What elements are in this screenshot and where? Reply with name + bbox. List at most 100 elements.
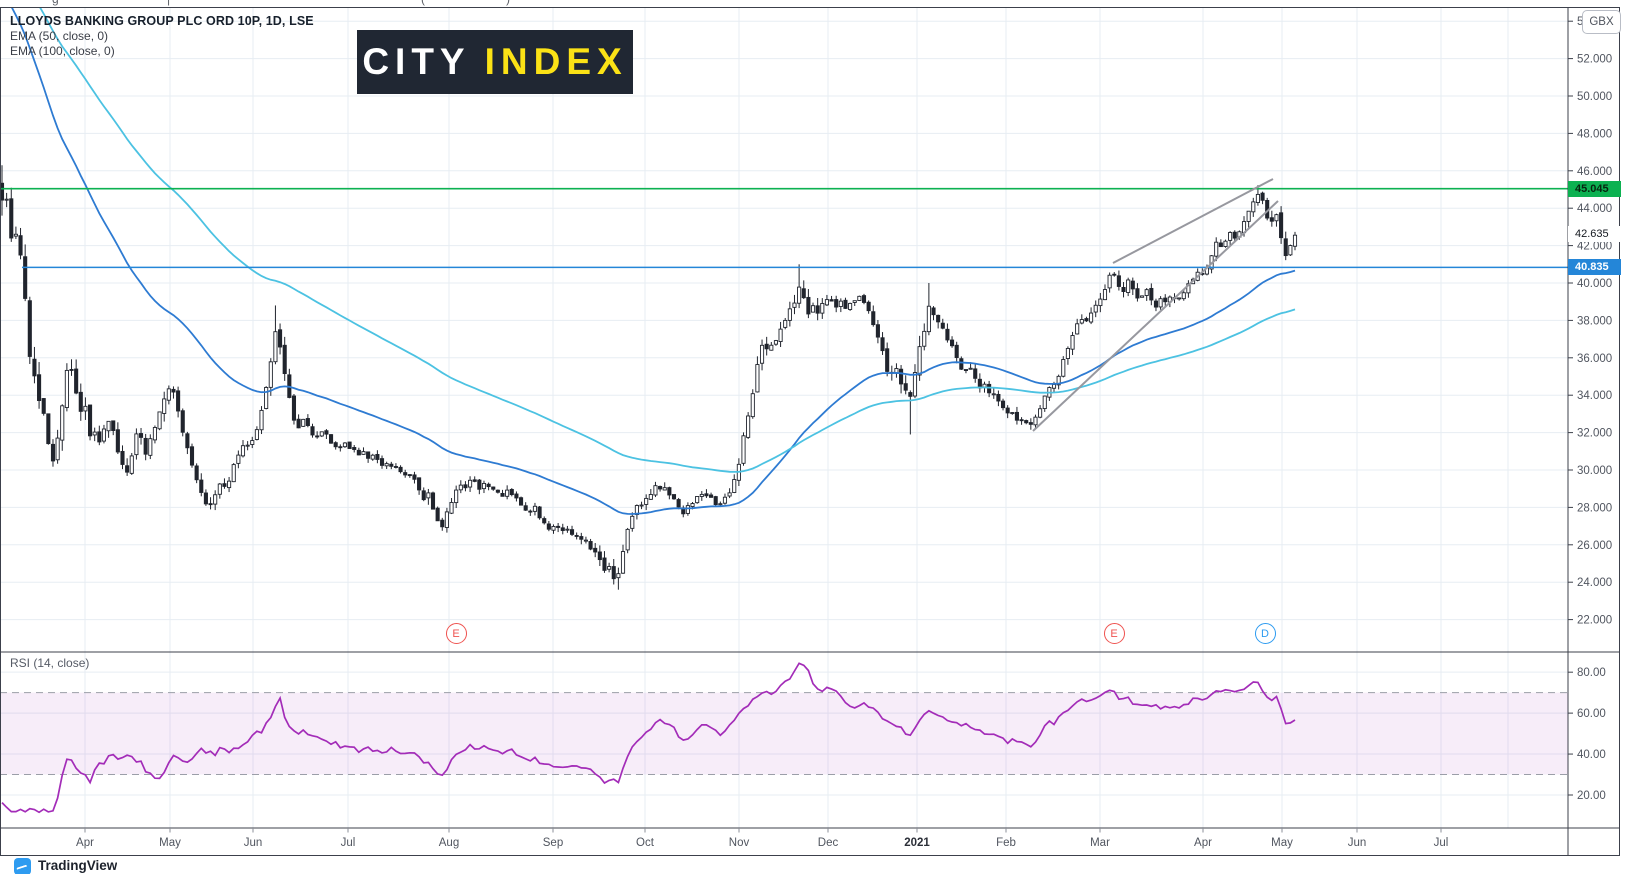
time-tick-label: Dec	[818, 837, 839, 849]
trendline[interactable]	[1032, 200, 1279, 432]
candle-body	[861, 295, 867, 303]
city-index-logo-city: CITY	[362, 41, 471, 82]
candle-body	[310, 426, 315, 436]
resistance-price-label: 45.045	[1568, 181, 1621, 197]
price-tick-label: 22.000	[1577, 615, 1612, 627]
candle-body	[829, 299, 834, 302]
candle-body	[848, 302, 853, 310]
candle-body	[111, 420, 116, 431]
candle-body	[166, 388, 171, 401]
candle-body	[296, 418, 301, 429]
candle-body	[1214, 241, 1219, 257]
candle-body	[379, 458, 385, 466]
clipped-text-fragment: )	[506, 0, 510, 6]
candle-body	[384, 463, 389, 467]
candle-body	[426, 492, 431, 499]
event-marker-e[interactable]: E	[1103, 623, 1125, 644]
candle-body	[528, 510, 533, 513]
candle-body	[926, 305, 931, 333]
candle-body	[1089, 312, 1094, 323]
candle-body	[871, 311, 876, 326]
candle-body	[783, 319, 788, 328]
indicator-ema50-label[interactable]: EMA (50, close, 0)	[10, 29, 109, 43]
candle-body	[746, 415, 751, 438]
candle-body	[203, 492, 208, 505]
candle-body	[273, 331, 278, 363]
tradingview-attribution[interactable]: TradingView	[14, 858, 117, 874]
candle-body	[41, 398, 46, 414]
candle-body	[537, 506, 542, 519]
time-tick-label: Jul	[341, 837, 356, 849]
tradingview-wordmark: TradingView	[38, 858, 118, 873]
candle-body	[695, 496, 700, 504]
ema50-line	[11, 8, 1296, 515]
candle-body	[713, 496, 718, 505]
candle-body	[662, 487, 667, 491]
candle-body	[792, 302, 797, 308]
rsi-line	[1, 662, 1296, 814]
price-tick-label: 50.000	[1577, 91, 1612, 103]
candle-body	[440, 519, 445, 528]
candle-body	[1024, 420, 1029, 424]
candle-body	[996, 393, 1001, 402]
candle-body	[709, 494, 714, 498]
candle-body	[403, 472, 408, 476]
candle-body	[421, 490, 426, 501]
currency-unit-button[interactable]: GBX	[1582, 10, 1621, 34]
city-index-logo: CITY INDEX	[357, 30, 633, 94]
candle-body	[236, 454, 241, 464]
candle-body	[1130, 280, 1135, 290]
candle-body	[259, 409, 264, 431]
candle-body	[138, 433, 144, 438]
candle-body	[417, 477, 422, 491]
price-tick-label: 48.000	[1577, 128, 1612, 140]
candle-body	[342, 442, 347, 448]
candle-body	[444, 511, 449, 528]
candle-body	[129, 455, 134, 474]
candle-body	[180, 410, 185, 433]
candle-body	[1098, 298, 1103, 307]
symbol-title[interactable]: LLOYDS BANKING GROUP PLC ORD 10P, 1D, LS…	[10, 14, 314, 28]
candle-body	[866, 301, 871, 312]
time-tick-label: Feb	[996, 837, 1016, 849]
candle-body	[1042, 395, 1047, 410]
candle-body	[556, 525, 561, 528]
candle-body	[1153, 300, 1159, 308]
candle-body	[1269, 217, 1274, 222]
candle-body	[764, 343, 769, 350]
candle-body	[797, 286, 802, 304]
candle-body	[1140, 295, 1145, 298]
trendline[interactable]	[1112, 178, 1274, 264]
candle-body	[4, 198, 9, 201]
indicator-rsi-label[interactable]: RSI (14, close)	[10, 656, 90, 670]
candle-body	[671, 494, 677, 500]
candle-body	[74, 368, 79, 394]
event-marker-e[interactable]: E	[445, 623, 467, 644]
candle-body	[852, 300, 857, 303]
candle-body	[1061, 359, 1066, 377]
candle-body	[1163, 297, 1168, 303]
candle-body	[579, 536, 584, 540]
candle-body	[199, 479, 204, 493]
candle-body	[931, 307, 936, 316]
candle-body	[134, 433, 139, 456]
event-marker-d[interactable]: D	[1254, 623, 1276, 644]
price-tick-label: 30.000	[1577, 465, 1612, 477]
candle-body	[1112, 273, 1117, 276]
candle-body	[435, 507, 440, 522]
support-price-label: 40.835	[1568, 259, 1621, 275]
candle-body	[940, 322, 945, 329]
main-chart-pane[interactable]	[0, 8, 1568, 652]
candle-body	[370, 454, 375, 460]
candle-body	[593, 547, 598, 553]
candle-body	[509, 489, 514, 496]
candle-body	[815, 305, 820, 314]
candle-body	[801, 288, 806, 299]
indicator-ema100-label[interactable]: EMA (100, close, 0)	[10, 44, 115, 58]
candle-body	[301, 418, 306, 427]
candle-body	[1093, 304, 1098, 313]
rsi-band	[0, 692, 1568, 776]
candle-body	[560, 527, 565, 531]
candle-body	[685, 505, 690, 514]
